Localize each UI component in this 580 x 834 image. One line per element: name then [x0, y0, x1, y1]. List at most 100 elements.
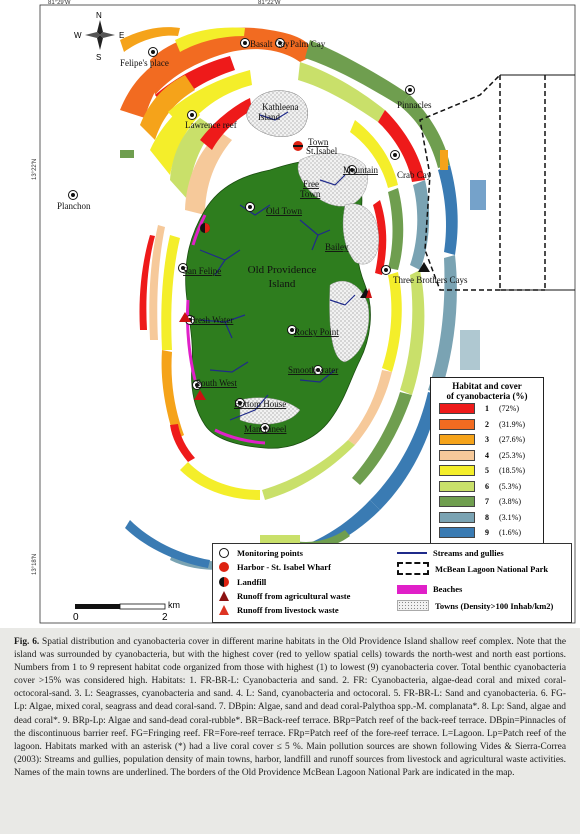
habitat-cover: (31.9%): [499, 419, 525, 429]
habitat-code: 1: [485, 404, 489, 414]
label-mountain: Mountain: [343, 165, 378, 175]
coord-left-bottom: 13°18'N: [32, 554, 38, 575]
habitat-legend-row: 3 (27.6%): [431, 432, 543, 448]
habitat-legend: Habitat and cover of cyanobacteria (%) 1…: [430, 377, 544, 551]
habitat-legend-row: 1 (72%): [431, 401, 543, 417]
runoff-icons: [179, 262, 430, 400]
habitat-cover: (18.5%): [499, 466, 525, 476]
label-kathleena-2: Island: [258, 112, 280, 122]
legend-runoff-live: Runoff from livestock waste: [219, 605, 339, 615]
habitat-swatch: [439, 449, 475, 461]
label-planchon: Planchon: [57, 201, 91, 211]
compass-icon: N S W E: [74, 11, 124, 62]
legend-runoff-agri: Runoff from agricultural waste: [219, 591, 350, 601]
label-bailey: Bailey: [325, 242, 349, 252]
habitat-legend-row: 6 (5.3%): [431, 479, 543, 495]
label-three-brothers: Three Brothers Cays: [393, 275, 468, 285]
monitoring-point-icon: [219, 548, 229, 558]
label-free-town-2: Town: [300, 189, 321, 199]
label-manchineel: Manchineel: [244, 424, 287, 434]
label-old-town: Old Town: [266, 206, 302, 216]
beach-icon: [397, 584, 427, 594]
habitat-legend-row: 4 (25.3%): [431, 448, 543, 464]
habitat-code: 8: [485, 512, 489, 522]
habitat-legend-row: 2 (31.9%): [431, 417, 543, 433]
habitat-legend-rows: 1 (72%) 2 (31.9%) 3 (27.6%) 4 (25.3%) 5 (18.5%) 6 (…: [431, 401, 543, 541]
habitat-swatch: [439, 434, 475, 446]
coord-left-mid: 13°22'N: [32, 159, 38, 180]
town-icon: [397, 600, 429, 611]
label-smooth-water: Smooth water: [288, 365, 338, 375]
habitat-code: 5: [485, 466, 489, 476]
label-town: Town: [308, 137, 329, 147]
label-bottom-house: Bottom House: [234, 399, 286, 409]
caption-text: Spatial distribution and cyanobacteria c…: [14, 637, 566, 778]
label-kathleena-1: Kathleena: [262, 102, 298, 112]
habitat-legend-row: 5 (18.5%): [431, 463, 543, 479]
habitat-cover: (1.6%): [499, 528, 521, 538]
habitat-cover: (27.6%): [499, 435, 525, 445]
label-pinnacles: Pinnacles: [397, 100, 432, 110]
legend-towns: Towns (Density>100 Inhab/km2): [397, 600, 553, 611]
harbor-legend-icon: [219, 562, 229, 572]
label-crab-cay: Crab Cay: [397, 170, 432, 180]
legend-beaches: Beaches: [397, 584, 462, 594]
streams: [199, 111, 356, 421]
habitat-legend-title-1: Habitat and cover: [452, 381, 522, 391]
caption-box: Fig. 6. Spatial distribution and cyanoba…: [0, 628, 580, 834]
symbol-legend: Monitoring points Harbor - St. Isabel Wh…: [212, 543, 572, 623]
coord-top-mid: 81°22'W: [258, 0, 281, 6]
habitat-cover: (3.1%): [499, 512, 521, 522]
legend-monitoring: Monitoring points: [219, 548, 303, 558]
landfill-icon: [200, 223, 210, 233]
svg-text:S: S: [96, 53, 101, 62]
label-rocky-point: Rocky Point: [294, 327, 339, 337]
label-basalt-cay: Basalt Cay: [250, 39, 290, 49]
legend-harbor: Harbor - St. Isabel Wharf: [219, 562, 331, 572]
habitat-cover: (3.8%): [499, 497, 521, 507]
scale-bar: 0 2 km: [73, 600, 180, 623]
habitat-swatch: [439, 496, 475, 508]
habitat-code: 6: [485, 481, 489, 491]
habitat-swatch: [439, 511, 475, 523]
kathleena-island-shape: [246, 90, 308, 137]
legend-streams: Streams and gullies: [397, 548, 504, 558]
habitat-legend-row: 7 (3.8%): [431, 494, 543, 510]
habitat-swatch: [439, 418, 475, 430]
svg-text:0: 0: [73, 612, 79, 623]
habitat-code: 2: [485, 419, 489, 429]
habitat-code: 9: [485, 528, 489, 538]
habitat-code: 3: [485, 435, 489, 445]
caption-label: Fig. 6.: [14, 637, 40, 647]
runoff-live-icon: [219, 605, 229, 615]
habitat-cover: (72%): [499, 404, 519, 414]
legend-park: McBean Lagoon National Park: [397, 562, 548, 575]
svg-text:km: km: [168, 600, 180, 610]
habitat-swatch: [439, 403, 475, 415]
label-lawrence-reef: Lawrence reef: [185, 120, 237, 130]
label-free-town-1: Free: [303, 179, 319, 189]
island-name-line2: Island: [269, 278, 296, 290]
place-labels: Basalt Cay Palm Cay Felipe's place Pinna…: [57, 39, 468, 434]
habitat-legend-title-2: of cyanobacteria (%): [446, 391, 528, 401]
svg-text:N: N: [96, 11, 102, 20]
habitat-swatch: [439, 465, 475, 477]
habitat-map: 81°29'W 81°22'W 13°22'N 13°18'N: [32, 0, 576, 624]
svg-text:2: 2: [162, 612, 168, 623]
svg-text:E: E: [119, 31, 124, 40]
habitat-code: 4: [485, 450, 489, 460]
harbor-icon: [293, 141, 303, 151]
habitat-swatch: [439, 527, 475, 539]
label-fresh-water: Fresh Water: [190, 315, 233, 325]
park-icon: [397, 562, 429, 575]
runoff-agri-icon: [219, 591, 229, 601]
legend-landfill: Landfill: [219, 577, 266, 587]
habitat-swatch: [439, 480, 475, 492]
map-frame: [39, 4, 576, 624]
habitat-legend-row: 9 (1.6%): [431, 525, 543, 541]
habitat-legend-row: 8 (3.1%): [431, 510, 543, 526]
habitat-cover: (25.3%): [499, 450, 525, 460]
label-palm-cay: Palm Cay: [290, 39, 326, 49]
label-south-west: South West: [196, 378, 237, 388]
landfill-legend-icon: [219, 577, 229, 587]
